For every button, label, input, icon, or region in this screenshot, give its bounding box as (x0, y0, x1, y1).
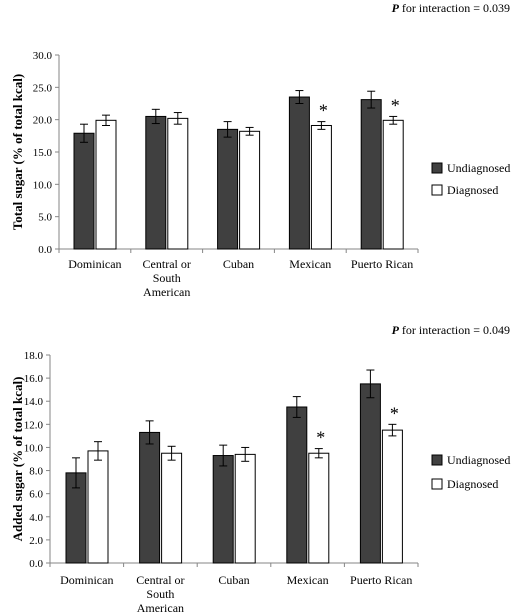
chart-1: P for interaction = 0.039 0.0 5.0 10.0 15.0 2… (10, 1, 510, 299)
significance-marker: * (316, 428, 325, 448)
legend-label-diagnosed: Diagnosed (447, 183, 498, 197)
y-tick-label: 14.0 (24, 396, 44, 408)
bar-diagnosed (234, 453, 256, 564)
y-tick-label: 10.0 (33, 179, 53, 191)
category-label: Cuban (223, 257, 254, 271)
y-tick-label: 5.0 (38, 212, 52, 224)
interaction-p-value: P for interaction = 0.039 (392, 1, 510, 15)
y-tick-label: 30.0 (33, 50, 53, 62)
bar-diagnosed (87, 450, 109, 564)
y-tick-label: 0.0 (38, 244, 52, 256)
category-label: Puerto Rican (350, 573, 412, 587)
y-tick-label: 4.0 (29, 512, 43, 524)
bar-undiagnosed (288, 96, 310, 250)
bar-diagnosed (239, 130, 261, 250)
y-tick-label: 10.0 (24, 442, 44, 454)
y-tick-label: 25.0 (33, 82, 53, 94)
bar-diagnosed (381, 429, 403, 564)
y-tick-label: 20.0 (33, 115, 53, 127)
category-label: South (153, 271, 181, 285)
legend-swatch-diagnosed (431, 478, 443, 490)
bar-undiagnosed (139, 431, 161, 564)
bar-undiagnosed (286, 406, 308, 564)
bar-undiagnosed (360, 99, 382, 250)
bar-diagnosed (95, 119, 117, 250)
y-axis-label: Added sugar (% of total kcal) (10, 377, 25, 542)
bar-undiagnosed (212, 455, 234, 564)
legend-label-undiagnosed: Undiagnosed (447, 161, 510, 175)
bar-diagnosed (310, 124, 332, 250)
legend-swatch-undiagnosed (431, 162, 443, 174)
legend-swatch-diagnosed (431, 184, 443, 196)
bar-undiagnosed (73, 132, 95, 250)
significance-marker: * (319, 101, 328, 121)
category-label: Mexican (289, 257, 331, 271)
bar-undiagnosed (145, 115, 167, 250)
bar-diagnosed (167, 117, 189, 250)
y-tick-label: 16.0 (24, 373, 44, 385)
significance-marker: * (391, 95, 400, 115)
category-label: South (146, 587, 174, 601)
interaction-p-value: P for interaction = 0.049 (392, 323, 510, 337)
y-tick-label: 12.0 (24, 419, 44, 431)
category-label: Mexican (287, 573, 329, 587)
category-label: Central or (143, 257, 191, 271)
y-tick-label: 15.0 (33, 147, 53, 159)
y-tick-label: 6.0 (29, 489, 43, 501)
bar-diagnosed (161, 452, 183, 564)
y-tick-label: 2.0 (29, 535, 43, 547)
y-tick-label: 0.0 (29, 558, 43, 570)
category-label: Dominican (60, 573, 113, 587)
chart-2: P for interaction = 0.049 0.0 2.0 4.0 6.0 8.0… (10, 323, 510, 615)
category-label: Cuban (218, 573, 249, 587)
bar-diagnosed (308, 452, 330, 564)
category-label: American (143, 285, 190, 299)
category-label: Central or (136, 573, 184, 587)
legend-swatch-undiagnosed (431, 454, 443, 466)
bar-undiagnosed (359, 383, 381, 564)
bar-undiagnosed (217, 128, 239, 250)
legend-label-undiagnosed: Undiagnosed (447, 453, 510, 467)
category-label: Dominican (68, 257, 121, 271)
legend-label-diagnosed: Diagnosed (447, 477, 498, 491)
y-tick-label: 8.0 (29, 466, 43, 478)
y-tick-label: 18.0 (24, 350, 44, 362)
bar-diagnosed (382, 119, 404, 250)
category-label: American (137, 601, 184, 615)
significance-marker: * (390, 403, 399, 423)
category-label: Puerto Rican (351, 257, 413, 271)
y-axis-label: Total sugar (% of total kcal) (10, 74, 25, 230)
